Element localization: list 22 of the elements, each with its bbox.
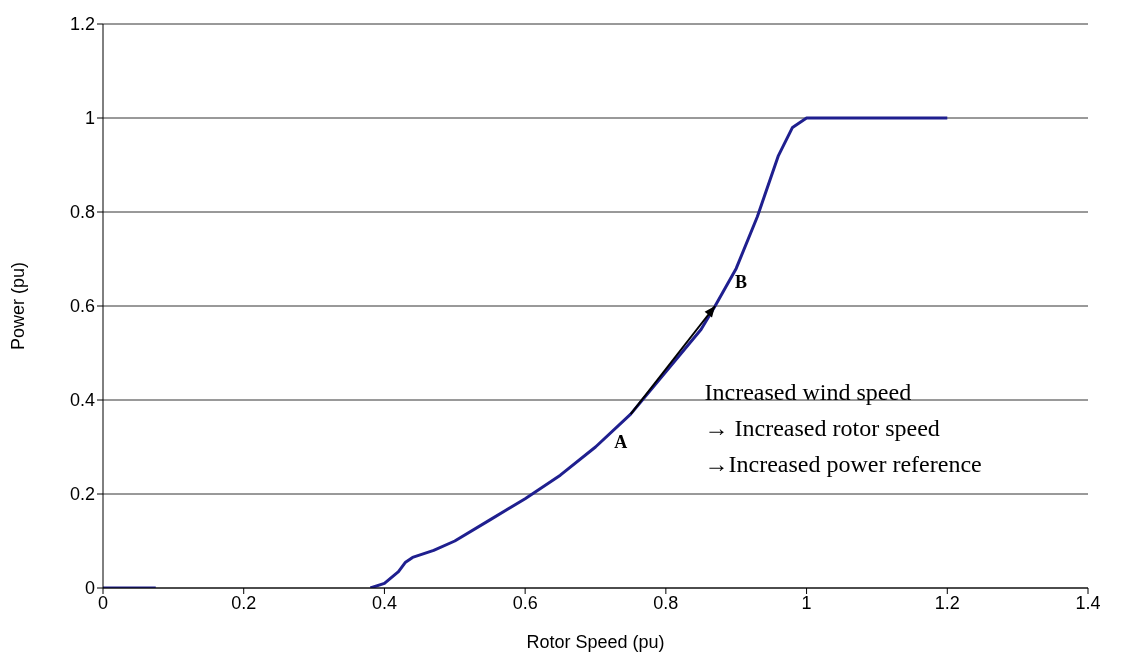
x-tick-label: 1	[801, 592, 812, 613]
x-tick-label: 1.4	[1075, 592, 1101, 613]
y-tick-label: 0.8	[69, 202, 95, 223]
annotation: →Increased power reference	[704, 451, 982, 477]
x-tick-label: 1.2	[934, 592, 960, 613]
x-axis-title: Rotor Speed (pu)	[526, 632, 665, 652]
annotation: → Increased rotor speed	[704, 415, 940, 441]
y-axis-title: Power (pu)	[8, 261, 29, 351]
y-tick-label: 1	[84, 108, 95, 129]
x-tick-label: 0.8	[653, 592, 679, 613]
x-tick-label: 0.2	[231, 592, 257, 613]
annotation: B	[735, 272, 748, 292]
x-tick-label: 0	[97, 592, 109, 613]
y-tick-label: 0.4	[69, 390, 95, 411]
x-tick-label: 0.4	[371, 592, 397, 613]
x-tick-label: 0.6	[512, 592, 538, 613]
annotation: Increased wind speed	[704, 379, 912, 405]
y-tick-label: 1.2	[69, 14, 95, 35]
y-tick-label: 0.6	[69, 296, 95, 317]
annotation: A	[614, 432, 628, 453]
y-tick-label: 0	[84, 578, 95, 599]
y-tick-label: 0.2	[69, 484, 95, 505]
